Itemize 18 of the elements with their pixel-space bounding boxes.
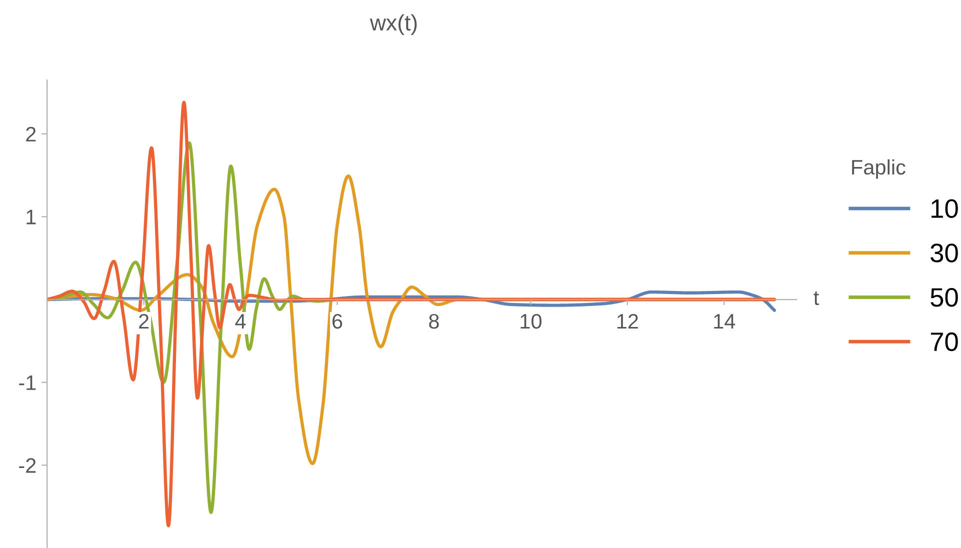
y-tick-label: 1	[26, 210, 36, 224]
x-axis-title: t	[814, 291, 819, 306]
x-tick-label: 8	[429, 314, 439, 329]
y-tick-label: 2	[26, 126, 36, 142]
legend-label: 10	[932, 199, 958, 218]
legend-label: 50	[930, 288, 958, 307]
chart-title: wx(t)	[370, 14, 417, 36]
x-tick-label: 12	[617, 314, 638, 328]
x-tick-label: 4	[235, 314, 246, 328]
legend-label: 30	[930, 244, 958, 262]
y-tick-label: -1	[19, 376, 36, 390]
legend-title: Faplic	[852, 159, 906, 179]
x-tick-label: 2	[139, 314, 149, 328]
x-tick-label: 10	[520, 314, 542, 329]
y-tick-label: -2	[19, 458, 36, 473]
x-tick-label: 6	[332, 314, 342, 329]
legend-label: 70	[930, 332, 958, 352]
x-tick-label: 14	[714, 314, 736, 328]
